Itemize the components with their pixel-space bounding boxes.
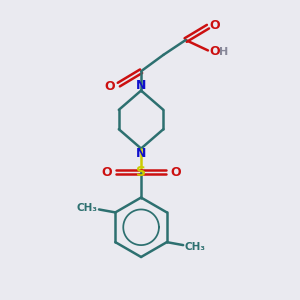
Text: O: O: [209, 45, 220, 58]
Text: O: O: [101, 166, 112, 179]
Text: O: O: [105, 80, 115, 93]
Text: S: S: [136, 165, 146, 179]
Text: H: H: [219, 47, 228, 57]
Text: CH₃: CH₃: [76, 203, 98, 213]
Text: N: N: [136, 79, 146, 92]
Text: N: N: [136, 147, 146, 161]
Text: O: O: [209, 19, 220, 32]
Text: CH₃: CH₃: [184, 242, 206, 252]
Text: O: O: [170, 166, 181, 179]
